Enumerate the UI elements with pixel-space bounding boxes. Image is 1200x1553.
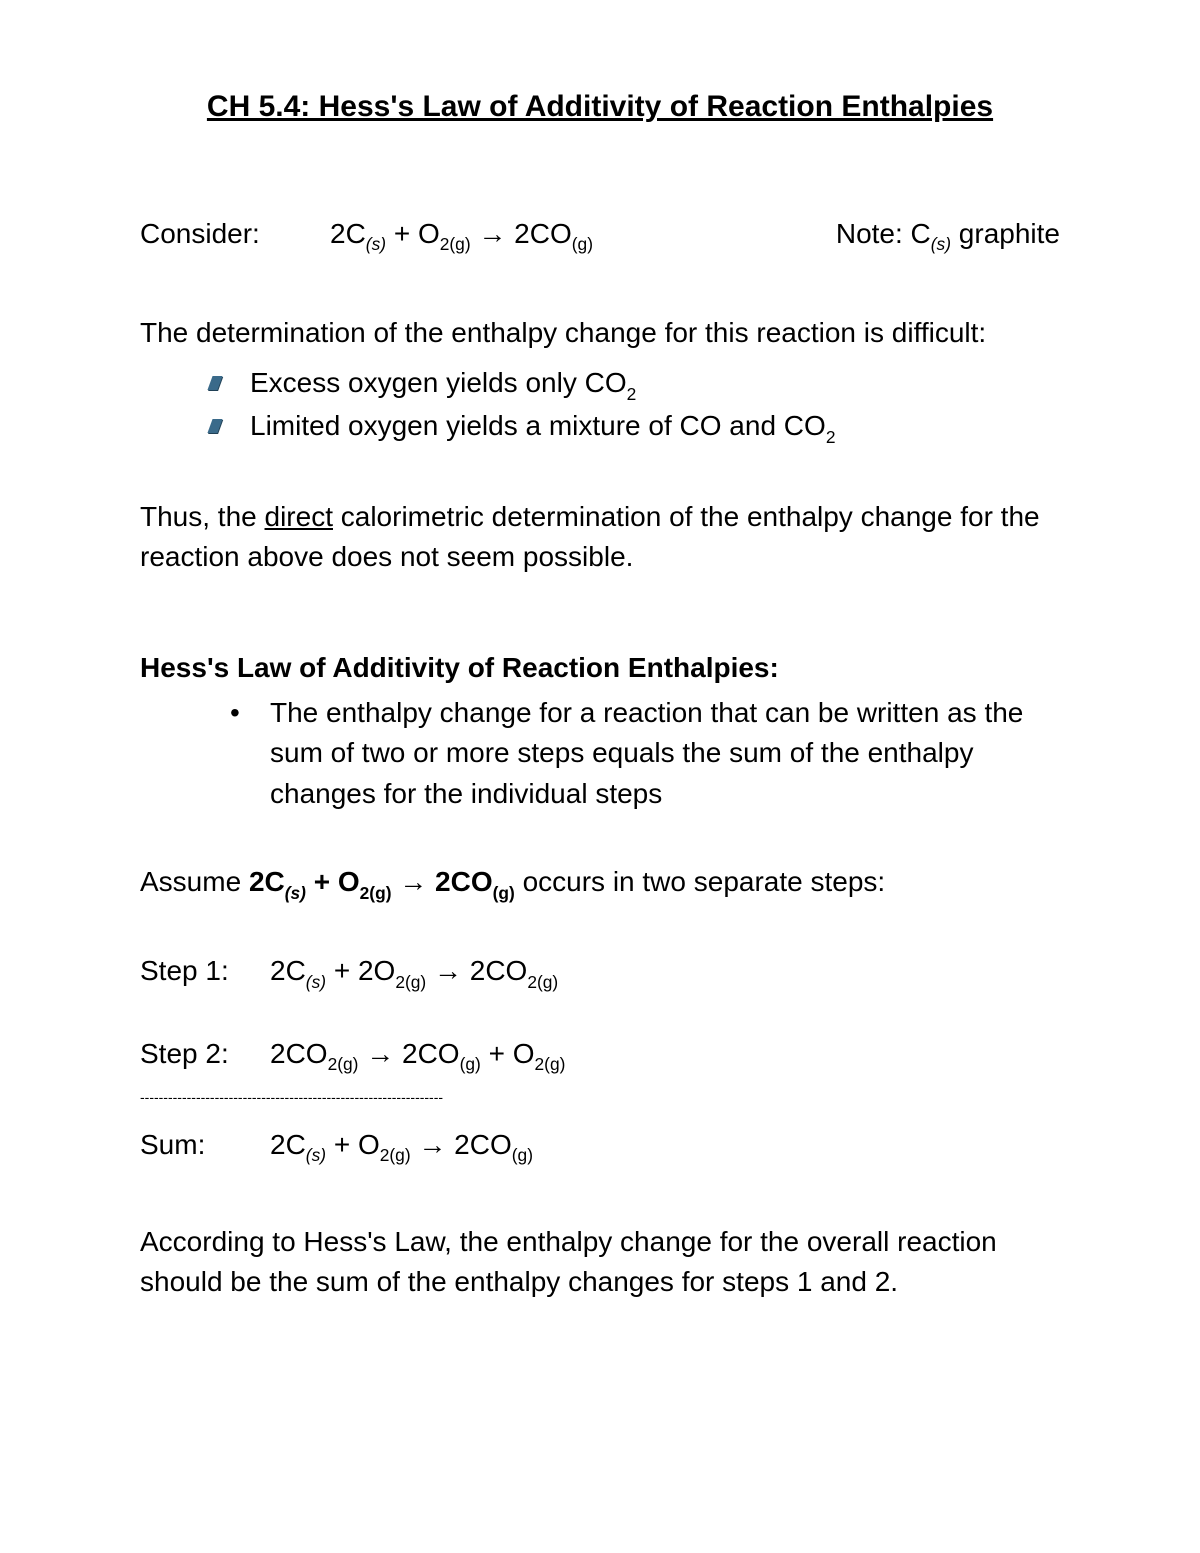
consider-label: Consider:: [140, 214, 330, 255]
hess-law-list: The enthalpy change for a reaction that …: [140, 693, 1060, 815]
list-item: The enthalpy change for a reaction that …: [230, 693, 1060, 815]
consider-row: Consider: 2C(s) + O2(g) → 2CO(g) Note: C…: [140, 214, 1060, 257]
difficulty-list: Excess oxygen yields only CO2 Limited ox…: [140, 363, 1060, 449]
step-1-label: Step 1:: [140, 951, 270, 994]
step-2-equation: 2CO2(g) → 2CO(g) + O2(g): [270, 1034, 565, 1077]
page-title: CH 5.4: Hess's Law of Additivity of Reac…: [140, 90, 1060, 124]
assume-line: Assume 2C(s) + O2(g) → 2CO(g) occurs in …: [140, 862, 1060, 905]
separator-dashes: ----------------------------------------…: [140, 1087, 1060, 1107]
step-1-row: Step 1: 2C(s) + 2O2(g) → 2CO2(g): [140, 951, 1060, 994]
thus-paragraph: Thus, the direct calorimetric determinat…: [140, 497, 1060, 578]
closing-paragraph: According to Hess's Law, the enthalpy ch…: [140, 1222, 1060, 1303]
intro-paragraph: The determination of the enthalpy change…: [140, 313, 1060, 354]
document-body: Consider: 2C(s) + O2(g) → 2CO(g) Note: C…: [140, 214, 1060, 1303]
step-2-label: Step 2:: [140, 1034, 270, 1077]
sum-label: Sum:: [140, 1125, 270, 1168]
consider-note: Note: C(s) graphite: [836, 214, 1060, 257]
hess-law-heading: Hess's Law of Additivity of Reaction Ent…: [140, 648, 1060, 689]
step-1-equation: 2C(s) + 2O2(g) → 2CO2(g): [270, 951, 558, 994]
document-page: CH 5.4: Hess's Law of Additivity of Reac…: [0, 0, 1200, 1553]
sum-equation: 2C(s) + O2(g) → 2CO(g): [270, 1125, 533, 1168]
sum-row: Sum: 2C(s) + O2(g) → 2CO(g): [140, 1125, 1060, 1168]
step-2-row: Step 2: 2CO2(g) → 2CO(g) + O2(g): [140, 1034, 1060, 1077]
list-item: Excess oxygen yields only CO2: [210, 363, 1060, 406]
list-item: Limited oxygen yields a mixture of CO an…: [210, 406, 1060, 449]
consider-equation: 2C(s) + O2(g) → 2CO(g): [330, 214, 593, 257]
